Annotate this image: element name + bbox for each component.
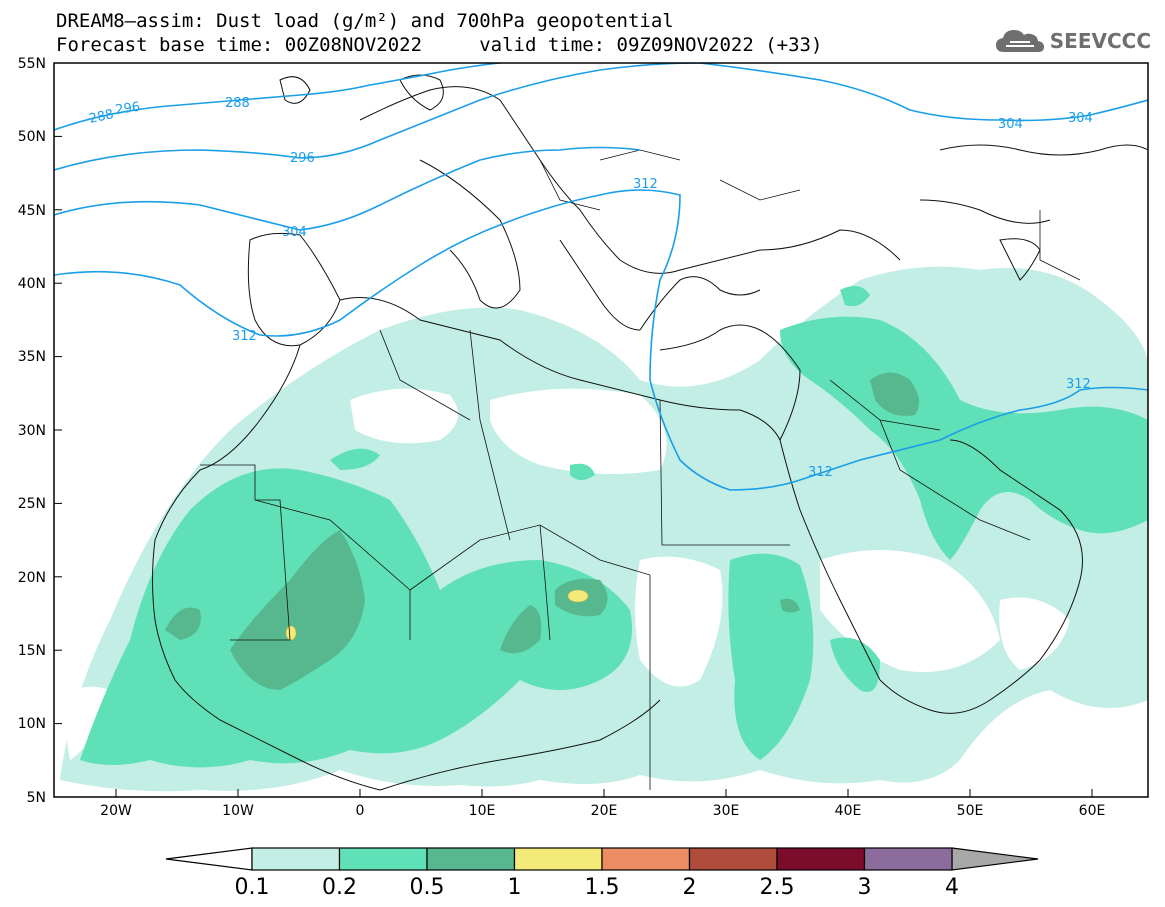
contour-label: 288 [88, 107, 115, 127]
lon-tick-label: 60E [1079, 803, 1106, 819]
lat-tick-label: 25N [18, 496, 46, 512]
colorbar-swatch [863, 847, 953, 871]
cloud-logo-icon [995, 30, 1044, 52]
colorbar-label: 0.2 [322, 875, 357, 900]
dust-level-1 [285, 589, 589, 641]
contour-label: 304 [282, 225, 307, 240]
colorbar-low-arrow [165, 847, 253, 871]
colorbar-label: 0.5 [410, 875, 445, 900]
colorbar-label: 1 [508, 875, 522, 900]
colorbar-label: 0.1 [235, 875, 270, 900]
geopotential-contours [54, 63, 1148, 491]
contour-label: 312 [808, 465, 833, 480]
lat-tick-label: 55N [18, 56, 46, 72]
lat-tick-label: 50N [18, 129, 46, 145]
colorbar-swatch [601, 847, 691, 871]
colorbar-swatch [513, 847, 603, 871]
lon-axis: 20W 10W 0 10E 20E 30E 40E 50E 60E [100, 789, 1105, 819]
coastlines [152, 74, 1148, 791]
contour-label: 296 [114, 100, 141, 118]
colorbar-label: 3 [858, 875, 872, 900]
contour-label: 304 [998, 117, 1023, 132]
contour-label: 312 [1066, 377, 1091, 392]
colorbar: 0.1 0.2 0.5 1 1.5 2 2.5 3 4 [165, 847, 1039, 900]
colorbar-label: 2.5 [760, 875, 795, 900]
dust-fields [60, 266, 1148, 797]
lon-tick-label: 10E [469, 803, 496, 819]
lat-tick-label: 5N [27, 790, 46, 806]
colorbar-swatch [338, 847, 428, 871]
colorbar-label: 1.5 [585, 875, 620, 900]
contour-label: 312 [232, 329, 257, 344]
colorbar-label: 4 [945, 875, 959, 900]
lon-tick-label: 10W [222, 803, 254, 819]
lon-tick-label: 30E [713, 803, 740, 819]
lon-tick-label: 40E [835, 803, 862, 819]
colorbar-label: 2 [683, 875, 697, 900]
logo-text: SEEVCCC [1049, 29, 1151, 53]
colorbar-high-arrow [951, 847, 1039, 871]
contour-label: 304 [1068, 111, 1093, 126]
lon-tick-label: 50E [957, 803, 984, 819]
seevccc-logo: SEEVCCC [994, 26, 1151, 56]
chart-subtitle: Forecast base time: 00Z08NOV2022 valid t… [56, 34, 823, 56]
lat-tick-label: 45N [18, 203, 46, 219]
colorbar-swatch [688, 847, 778, 871]
lat-tick-label: 35N [18, 349, 46, 365]
lat-axis: 55N 50N 45N 40N 35N 30N 25N 20N 15N 10N … [18, 56, 62, 806]
lat-tick-label: 20N [18, 570, 46, 586]
dust-level-0.5 [165, 372, 919, 690]
dust-free-areas [60, 388, 1148, 797]
contour-label: 288 [225, 96, 250, 111]
contour-label: 312 [633, 177, 658, 192]
lon-tick-label: 20E [591, 803, 618, 819]
lon-tick-label: 20W [100, 803, 132, 819]
lon-tick-label: 0 [356, 803, 365, 819]
contour-label: 296 [290, 151, 315, 166]
colorbar-swatch [426, 847, 516, 871]
lat-tick-label: 40N [18, 276, 46, 292]
lat-tick-label: 10N [18, 716, 46, 732]
chart-title: DREAM8–assim: Dust load (g/m²) and 700hP… [56, 10, 674, 32]
contour-labels: 288 288 296 296 304 304 304 312 312 312 … [88, 96, 1093, 480]
colorbar-swatch [251, 847, 341, 871]
lat-tick-label: 30N [18, 423, 46, 439]
colorbar-swatch [776, 847, 866, 871]
country-borders [200, 149, 1081, 790]
lat-tick-label: 15N [18, 643, 46, 659]
